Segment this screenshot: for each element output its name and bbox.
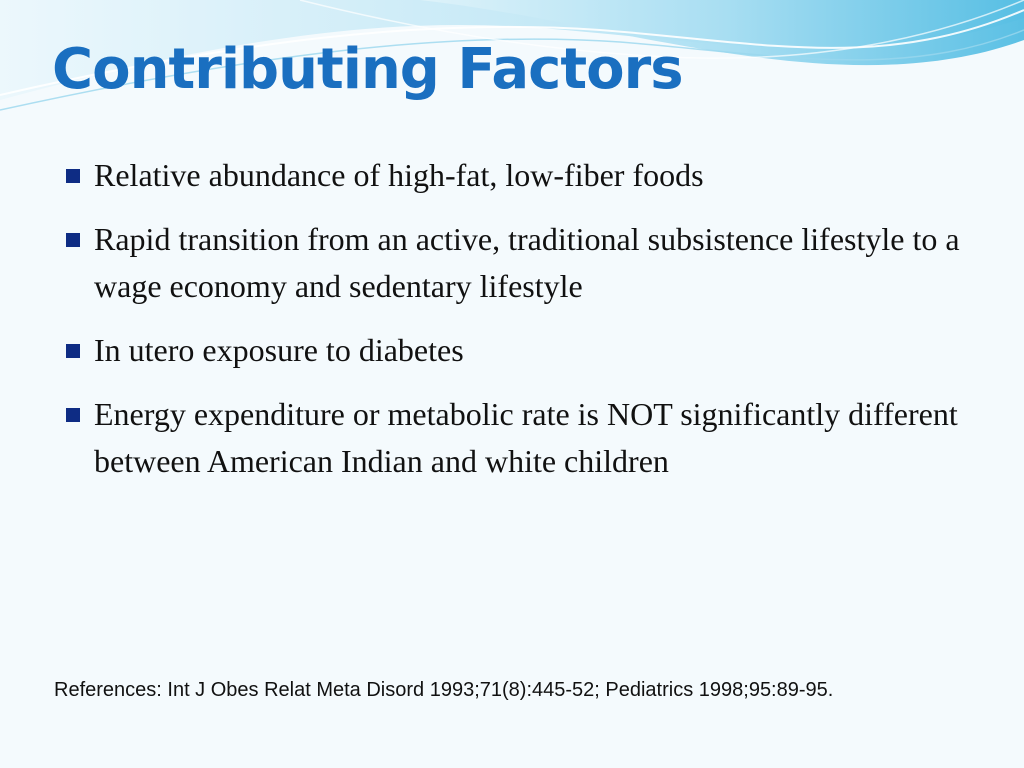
header-wave-decoration [0,0,1024,111]
bullet-item: In utero exposure to diabetes [64,327,984,374]
bullet-text: Energy expenditure or metabolic rate is … [94,396,958,479]
bullet-item: Energy expenditure or metabolic rate is … [64,391,984,485]
bullet-text: In utero exposure to diabetes [94,332,464,368]
wave-band-front [420,0,1024,66]
references-footnote: References: Int J Obes Relat Meta Disord… [54,679,834,701]
square-bullet-icon [66,169,80,183]
square-bullet-icon [66,233,80,247]
bullet-text: Rapid transition from an active, traditi… [94,221,960,304]
bullet-item: Rapid transition from an active, traditi… [64,216,984,310]
wave-line-2 [0,29,1024,111]
slide-title: Contributing Factors [52,37,684,102]
bullet-text: Relative abundance of high-fat, low-fibe… [94,157,704,193]
bullet-item: Relative abundance of high-fat, low-fibe… [64,152,984,199]
wave-line-3 [299,0,1024,59]
wave-line-1 [0,9,1024,96]
bullet-list: Relative abundance of high-fat, low-fibe… [64,152,984,502]
square-bullet-icon [66,408,80,422]
square-bullet-icon [66,344,80,358]
